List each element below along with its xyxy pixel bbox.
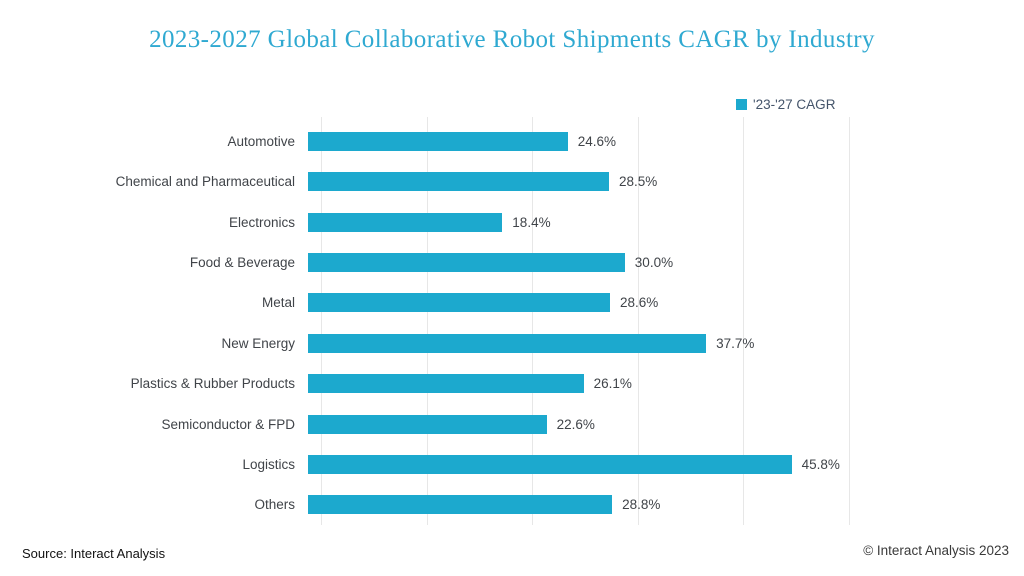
gridline [532,117,534,525]
category-label: Logistics [242,456,295,472]
bar [308,252,625,272]
category-label: Food & Beverage [189,254,295,270]
bar [308,454,792,474]
bar [308,172,609,192]
bar [308,131,568,151]
bar-row: Others 28.8% [0,485,1024,525]
bar-row: Plastics & Rubber Products 26.1% [0,363,1024,403]
bar [308,212,503,232]
gridline [321,117,322,525]
category-label: Chemical and Pharmaceutical [115,174,295,190]
bar-row: New Energy 37.7% [0,323,1024,363]
bar-row: Semiconductor & FPD 22.6% [0,404,1024,444]
gridline [426,117,428,525]
legend: '23-'27 CAGR [736,97,835,112]
bar-row: Food & Beverage 30.0% [0,242,1024,282]
bar-row: Chemical and Pharmaceutical 28.5% [0,161,1024,201]
category-label: Semiconductor & FPD [161,416,295,432]
bar [308,333,707,353]
gridlines [321,117,850,525]
value-label: 30.0% [634,254,674,270]
plot-area: Automotive 24.6% Chemical and Pharmaceutic… [0,117,1024,525]
value-label: 28.5% [618,174,658,190]
bar [308,293,611,313]
value-label: 22.6% [556,416,595,432]
legend-label: '23-'27 CAGR [753,97,836,112]
category-label: Metal [261,295,295,311]
value-label: 28.8% [622,497,661,513]
value-label: 45.8% [801,456,840,472]
bar-row: Automotive 24.6% [0,121,1024,161]
bar [308,374,584,394]
source-attribution: Source: Interact Analysis [22,546,166,561]
bar-row: Logistics 45.8% [0,444,1024,484]
value-label: 37.7% [716,335,755,351]
category-label: New Energy [221,335,295,351]
bar-row: Metal 28.6% [0,283,1024,323]
category-label: Electronics [228,214,295,230]
bar [308,414,547,434]
value-label: 24.6% [577,133,617,149]
legend-swatch-icon [736,99,747,110]
bar-row: Electronics 18.4% [0,202,1024,242]
value-label: 18.4% [512,214,551,230]
category-label: Plastics & Rubber Products [130,376,295,392]
copyright-notice: © Interact Analysis 2023 [863,543,1009,558]
category-label: Others [254,497,295,513]
value-label: 28.6% [620,295,659,311]
bar-rows: Automotive 24.6% Chemical and Pharmaceutic… [0,121,1024,525]
gridline [743,117,745,525]
value-label: 26.1% [593,376,632,392]
category-label: Automotive [227,133,295,149]
chart-title: 2023-2027 Global Collaborative Robot Shi… [149,26,875,53]
bar [308,495,613,515]
gridline [849,117,850,525]
gridline [637,117,639,525]
